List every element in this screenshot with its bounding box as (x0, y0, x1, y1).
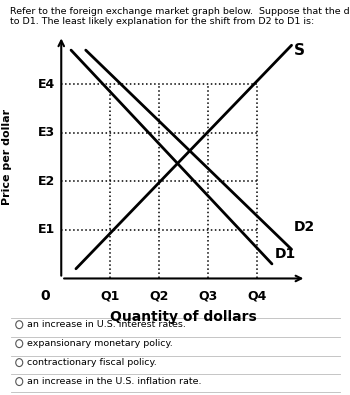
Text: to D1. The least likely explanation for the shift from D2 to D1 is:: to D1. The least likely explanation for … (10, 17, 315, 26)
Text: Q3: Q3 (199, 289, 218, 302)
Text: contractionary fiscal policy.: contractionary fiscal policy. (27, 358, 157, 367)
Text: E2: E2 (38, 175, 55, 188)
Text: Refer to the foreign exchange market graph below.  Suppose that the demand curve: Refer to the foreign exchange market gra… (10, 7, 350, 16)
Text: D2: D2 (294, 220, 315, 235)
Text: S: S (294, 43, 305, 58)
Text: 0: 0 (41, 289, 50, 303)
Text: Quantity of dollars: Quantity of dollars (110, 310, 257, 324)
Text: an increase in U.S. interest rates.: an increase in U.S. interest rates. (27, 320, 186, 329)
Text: D1: D1 (274, 247, 296, 261)
Text: E3: E3 (38, 126, 55, 139)
Text: Q2: Q2 (149, 289, 169, 302)
Text: Price per dollar: Price per dollar (2, 109, 12, 205)
Text: E4: E4 (38, 78, 55, 90)
Text: expansionary monetary policy.: expansionary monetary policy. (27, 339, 173, 348)
Text: Q1: Q1 (100, 289, 120, 302)
Text: E1: E1 (38, 224, 55, 236)
Text: Q4: Q4 (247, 289, 267, 302)
Text: an increase in the U.S. inflation rate.: an increase in the U.S. inflation rate. (27, 377, 202, 386)
